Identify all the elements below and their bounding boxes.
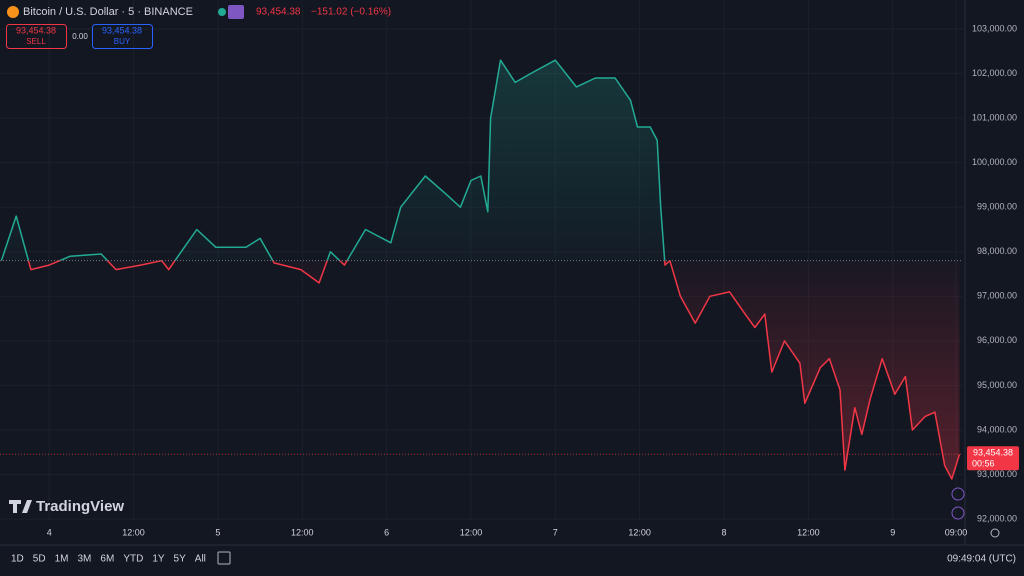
range-button[interactable]: 5Y [174, 554, 187, 565]
range-button[interactable]: 1D [11, 554, 24, 565]
add-button[interactable] [951, 487, 965, 501]
btc-icon [7, 6, 19, 18]
range-button[interactable]: 6M [100, 554, 114, 565]
sell-label: SELL [26, 37, 46, 46]
plot [0, 59, 963, 480]
price-line [0, 59, 961, 480]
x-tick-label: 9 [890, 527, 895, 537]
y-tick-label: 99,000.00 [977, 202, 1017, 212]
x-tick-label: 09:00 [945, 527, 968, 537]
buy-button[interactable] [92, 24, 153, 49]
alert-button[interactable] [951, 506, 965, 520]
price-change: −151.02 (−0.16%) [311, 7, 391, 18]
y-tick-label: 100,000.00 [972, 157, 1017, 167]
x-tick-label: 7 [553, 527, 558, 537]
range-button[interactable]: 1Y [152, 554, 165, 565]
x-tick-label: 12:00 [122, 527, 145, 537]
x-tick-label: 6 [384, 527, 389, 537]
countdown: 00:56 [972, 459, 995, 469]
x-tick-label: 4 [47, 527, 52, 537]
x-tick-label: 12:00 [291, 527, 314, 537]
range-button[interactable]: 1M [55, 554, 69, 565]
last-price-label: 93,454.38 [973, 448, 1013, 458]
settings-button[interactable] [990, 528, 1000, 538]
y-tick-label: 94,000.00 [977, 424, 1017, 434]
x-tick-label: 8 [721, 527, 726, 537]
y-tick-label: 96,000.00 [977, 335, 1017, 345]
logo: TradingView [36, 498, 124, 515]
last-price-tag [967, 446, 1019, 471]
buy-label: BUY [114, 37, 131, 46]
sell-price: 93,454.38 [16, 25, 56, 35]
y-tick-label: 95,000.00 [977, 380, 1017, 390]
buy-price: 93,454.38 [102, 25, 142, 35]
calendar-button[interactable] [217, 551, 231, 565]
clock: 09:49:04 (UTC) [947, 554, 1016, 565]
spread: 0.00 [72, 32, 88, 41]
toolbar: 1D 5D 1M 3M 6M YTD 1Y 5Y All [11, 554, 206, 565]
symbol: Bitcoin / U.S. Dollar · 5 · BINANCE [23, 6, 193, 18]
x-tick-label: 12:00 [628, 527, 651, 537]
y-tick-label: 98,000.00 [977, 246, 1017, 256]
range-button[interactable]: All [195, 554, 206, 565]
y-tick-label: 102,000.00 [972, 68, 1017, 78]
x-tick-label: 12:00 [460, 527, 483, 537]
logo-icon [9, 500, 32, 513]
range-button[interactable]: 3M [78, 554, 92, 565]
y-tick-label: 101,000.00 [972, 112, 1017, 122]
range-button[interactable]: YTD [123, 554, 143, 565]
y-tick-label: 103,000.00 [972, 23, 1017, 33]
status-dot [218, 8, 226, 16]
y-tick-label: 93,000.00 [977, 469, 1017, 479]
area [1, 60, 960, 479]
range-button[interactable]: 5D [33, 554, 46, 565]
y-tick-label: 97,000.00 [977, 291, 1017, 301]
x-tick-label: 5 [215, 527, 220, 537]
y-tick-label: 92,000.00 [977, 513, 1017, 523]
last-price: 93,454.38 [256, 7, 301, 18]
sell-button[interactable] [6, 24, 67, 49]
plugin-button[interactable] [228, 5, 244, 19]
x-tick-label: 12:00 [797, 527, 820, 537]
